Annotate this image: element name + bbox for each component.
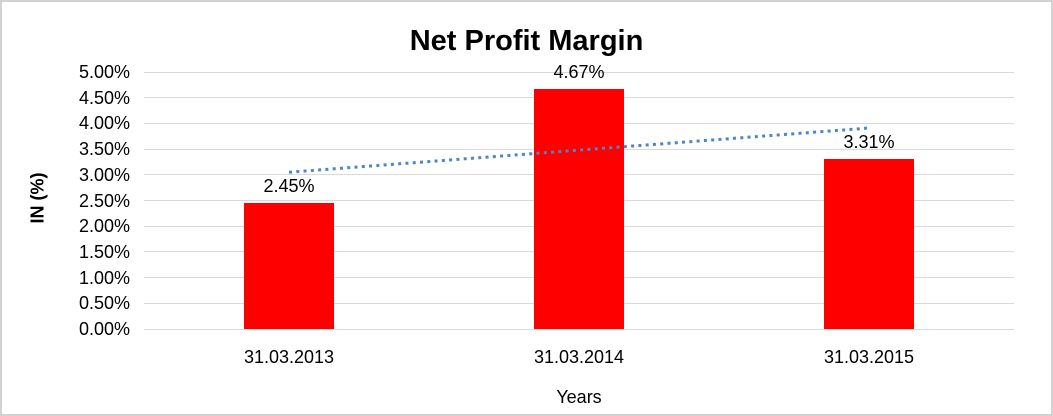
x-category-label: 31.03.2014	[533, 347, 625, 367]
bar	[534, 88, 624, 329]
y-tick-label: 2.50%	[78, 190, 130, 211]
bar-data-label: 4.67%	[553, 61, 605, 82]
y-tick-label: 3.00%	[78, 164, 130, 185]
bar-data-label: 2.45%	[263, 176, 315, 197]
x-category-label: 31.03.2015	[823, 347, 915, 367]
chart-title: Net Profit Margin	[409, 25, 644, 57]
y-tick-label: 0.50%	[78, 293, 130, 314]
plot-area	[144, 71, 1014, 330]
y-tick-label: 2.00%	[78, 216, 130, 237]
trendline	[288, 126, 870, 174]
y-tick-label: 1.50%	[78, 241, 130, 262]
y-tick-label: 1.00%	[78, 267, 130, 288]
bar	[824, 158, 914, 329]
y-tick-label: 3.50%	[78, 139, 130, 160]
y-tick-label: 0.00%	[78, 319, 130, 339]
bar	[244, 203, 334, 329]
x-axis-title: Years	[556, 387, 602, 407]
y-tick-label: 4.00%	[78, 113, 130, 134]
x-category-label: 31.03.2013	[243, 347, 335, 367]
grid-line	[144, 71, 1014, 73]
trendline-layer	[288, 126, 870, 174]
y-tick-label: 5.00%	[78, 62, 130, 82]
x-axis-line	[144, 328, 1014, 330]
bar-data-label: 3.31%	[843, 131, 895, 152]
y-tick-label: 4.50%	[78, 87, 130, 108]
